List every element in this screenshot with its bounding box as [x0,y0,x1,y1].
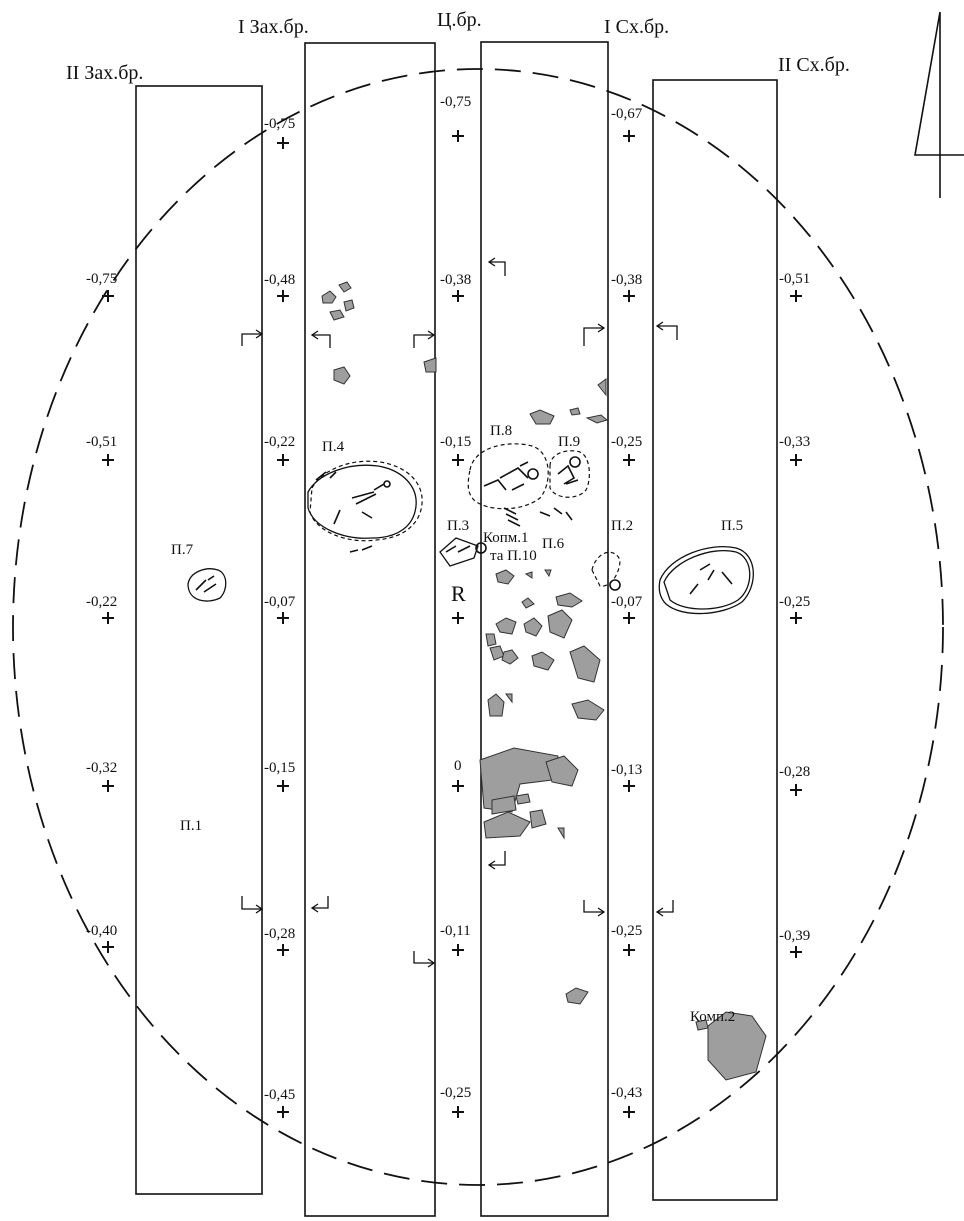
stones [321,281,767,1081]
strip-zah2 [135,85,263,1195]
depth-label: -0,28 [264,926,295,942]
depth-label: -0,13 [611,762,642,778]
strip-sh2 [652,79,778,1201]
depth-label: 0 [454,758,462,774]
depth-label: -0,25 [440,1085,471,1101]
feature-label-p9: П.9 [558,434,580,450]
depth-label: -0,28 [779,764,810,780]
feature-label-comp1-p10: та П.10 [490,548,537,564]
depth-label: -0,07 [264,594,296,610]
depth-label: -0,75 [264,116,295,132]
depth-label: -0,38 [611,272,642,288]
north-arrow-icon [914,11,964,198]
depth-label: -0,38 [440,272,471,288]
feature-label-p1: П.1 [180,818,202,834]
feature-label-p8: П.8 [490,423,512,439]
depth-label: -0,15 [440,434,471,450]
feature-label-p6: П.6 [542,536,565,552]
depth-label: -0,25 [611,923,642,939]
strip-label-sh2: II Сх.бр. [778,54,850,76]
depth-label: -0,33 [779,434,810,450]
depth-label: -0,22 [86,594,117,610]
strip-label-zah1: I Зах.бр. [238,16,309,38]
feature-label-p4: П.4 [322,439,345,455]
depth-label: -0,40 [86,923,117,939]
depth-label: -0,67 [611,106,643,122]
depth-label: -0,15 [264,760,295,776]
strip-label-zah2: II Зах.бр. [66,62,143,84]
depth-label: -0,51 [779,271,810,287]
center-marker-label: R [451,581,466,606]
strip-zah1 [304,42,436,1217]
depth-label: -0,07 [611,594,643,610]
depth-label: -0,11 [440,923,471,939]
mound-outline [12,68,944,1186]
depth-label: -0,22 [264,434,295,450]
depth-label: -0,39 [779,928,810,944]
section-markers [241,257,678,968]
feature-label-comp2: Комп.2 [690,1009,735,1025]
feature-label-comp1: Копм.1 [483,530,529,546]
depth-label: -0,32 [86,760,117,776]
depth-label: -0,25 [779,594,810,610]
depth-label: -0,75 [440,94,471,110]
depth-label: -0,48 [264,272,295,288]
depth-label: -0,43 [611,1085,642,1101]
feature-label-p2: П.2 [611,518,633,534]
grid-crosses [102,130,802,1118]
depth-label: -0,45 [264,1087,295,1103]
feature-label-p5: П.5 [721,518,743,534]
feature-drawings [187,443,754,615]
depth-label: -0,75 [86,271,117,287]
depth-label: -0,25 [611,434,642,450]
feature-label-p3: П.3 [447,518,469,534]
strip-label-center: Ц.бр. [437,9,482,31]
strip-center [480,41,609,1217]
depth-label: -0,51 [86,434,117,450]
strip-label-sh1: I Сх.бр. [604,16,669,38]
feature-label-p7: П.7 [171,542,194,558]
